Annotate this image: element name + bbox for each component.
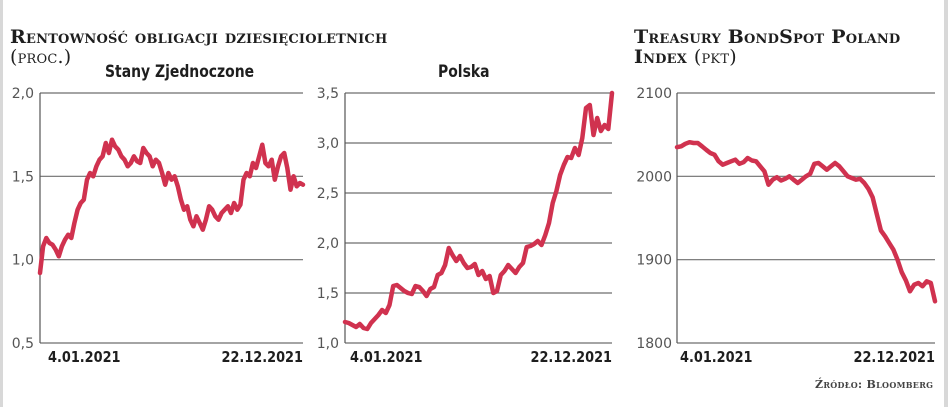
y-tick-label: 0,5 — [12, 336, 34, 352]
chart-us-title: Stany Zjednoczone — [105, 62, 255, 82]
right-title-line2: Index — [634, 46, 688, 68]
y-tick-label: 1900 — [636, 253, 672, 269]
right-title-line1: Treasury BondSpot Poland — [634, 26, 901, 48]
y-tick-label: 1,5 — [317, 286, 339, 302]
y-tick-label: 3,0 — [317, 136, 339, 152]
data-line — [37, 137, 306, 276]
chart-pl-yield: 3,5 3,0 2,5 2,0 1,5 1,0 4.01.2021 22.12.2021 — [317, 86, 615, 366]
data-line — [674, 139, 938, 304]
y-tick-label: 1800 — [636, 336, 672, 352]
frame-border-left — [0, 0, 3, 407]
left-unit: (proc.) — [10, 46, 72, 68]
data-line — [342, 90, 615, 332]
y-tick-label: 1,0 — [317, 336, 339, 352]
y-tick-label: 3,5 — [317, 86, 339, 102]
left-section-title: Rentowność obligacji dziesięcioletnich (… — [10, 27, 387, 67]
left-title-text: Rentowność obligacji dziesięcioletnich — [10, 26, 388, 48]
x-tick-label-end: 22.12.2021 — [531, 349, 612, 366]
chart-pl-title: Polska — [438, 62, 490, 82]
right-section-title: Treasury BondSpot Poland Index (pkt) — [634, 27, 900, 67]
source-note: Źródło: Bloomberg — [815, 378, 934, 391]
y-tick-label: 2,0 — [317, 236, 339, 252]
x-tick-label-end: 22.12.2021 — [854, 349, 935, 366]
y-tick-label: 2,5 — [317, 186, 339, 202]
x-tick-label-start: 4.01.2021 — [48, 349, 121, 366]
chart-tbsp-index: 2100 2000 1900 1800 4.01.2021 22.12.2021 — [636, 86, 938, 366]
x-tick-label-start: 4.01.2021 — [350, 349, 423, 366]
x-tick-label-end: 22.12.2021 — [222, 349, 303, 366]
frame-border-right — [944, 0, 948, 407]
x-tick-label-start: 4.01.2021 — [680, 349, 753, 366]
y-tick-label: 1,5 — [12, 169, 34, 185]
right-unit: (pkt) — [693, 46, 737, 68]
y-tick-label: 2000 — [636, 169, 672, 185]
y-tick-label: 2,0 — [12, 86, 34, 102]
y-tick-label: 1,0 — [12, 253, 34, 269]
y-tick-label: 2100 — [636, 86, 672, 102]
chart-us-yield: 2,0 1,5 1,0 0,5 4.01.2021 22.12.2021 — [12, 86, 306, 366]
